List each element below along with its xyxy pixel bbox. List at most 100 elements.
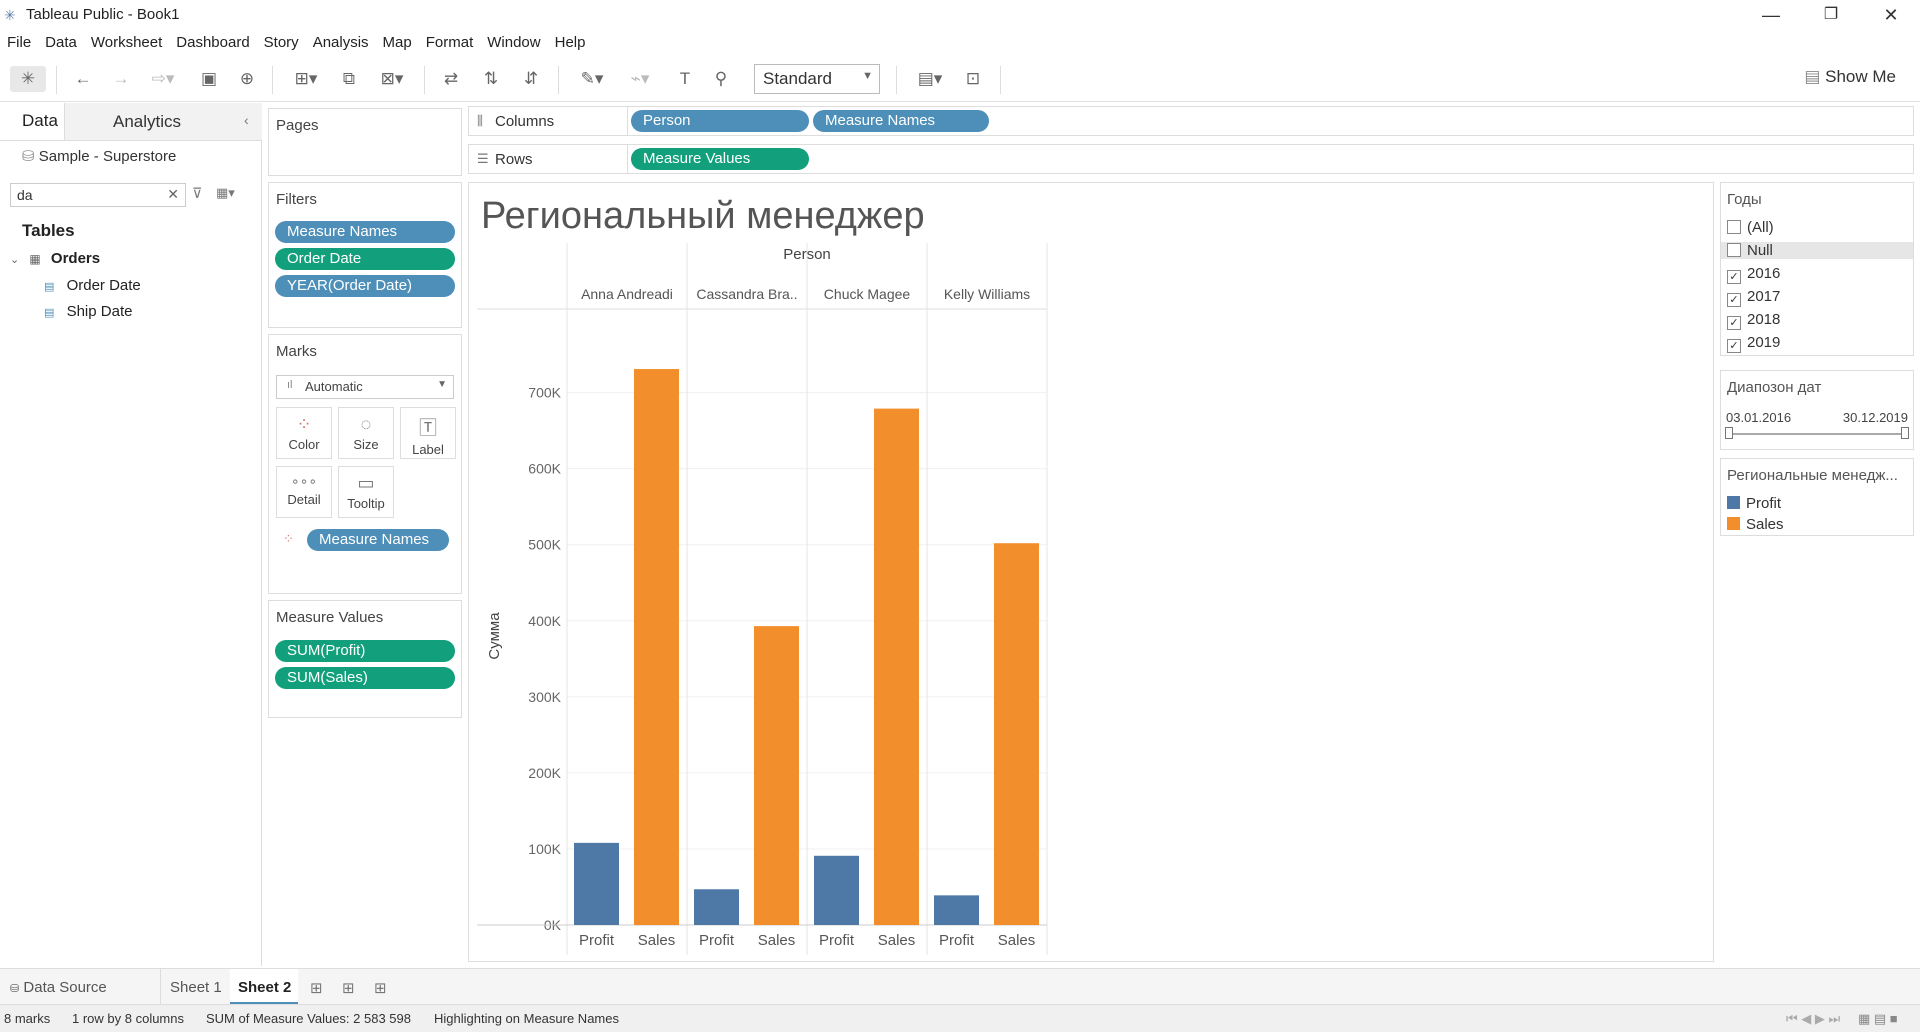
restore-button[interactable]: ❐ [1823,6,1839,23]
year-filter-item[interactable]: ✓ 2017 [1727,288,1907,307]
group-members-icon[interactable]: ⌁▾ [630,69,650,88]
rows-pill-measure-values[interactable]: Measure Values [631,148,809,170]
person-header: Anna Andreadi [581,286,673,302]
expand-icon[interactable]: ⌄ [10,254,20,266]
duplicate-sheet-icon[interactable]: ⧉ [342,69,356,88]
tooltip-button[interactable]: ▭ Tooltip [338,466,394,518]
size-icon: ◌ [360,414,372,434]
new-datasource-icon[interactable]: ⊕ [239,69,255,88]
detail-icon: ∘∘∘ [290,473,318,489]
bar-profit [574,842,619,925]
table-orders[interactable]: ⌄ ▦ Orders [10,250,100,267]
columns-shelf[interactable]: ⫼ Columns Person Measure Names [468,106,1914,136]
rows-shelf[interactable]: ☰ Rows Measure Values [468,144,1914,174]
year-filter-label: 2019 [1747,334,1781,351]
date-range-end-handle[interactable] [1901,427,1909,439]
marks-pill-measure-names[interactable]: Measure Names [307,529,449,551]
menu-dashboard[interactable]: Dashboard [176,34,250,51]
clear-sheet-icon[interactable]: ⊠▾ [380,69,404,88]
year-filter-item[interactable]: Null [1721,242,1913,259]
date-range-start-handle[interactable] [1725,427,1733,439]
detail-button[interactable]: ∘∘∘ Detail [276,466,332,518]
filter-pill-measure-names[interactable]: Measure Names [275,221,455,243]
measure-values-title: Measure Values [276,609,384,626]
measure-pill-profit[interactable]: SUM(Profit) [275,640,455,662]
fix-axes-icon[interactable]: ⚲ [714,69,728,88]
show-mark-labels-icon[interactable]: T [679,69,691,88]
pages-shelf[interactable]: Pages [268,108,462,176]
label-button[interactable]: 🅃 Label [400,407,456,459]
filter-pill-order-date[interactable]: Order Date [275,248,455,270]
menu-format[interactable]: Format [425,34,474,51]
undo-icon[interactable]: ← [74,69,92,88]
redo-icon[interactable]: → [112,69,130,88]
highlight-icon[interactable]: ✎▾ [580,69,604,88]
new-worksheet-icon[interactable]: ⊞▾ [294,69,318,88]
sheet-nav-icon[interactable]: ⏮ ◀ ▶ ⏭ [1786,1011,1841,1026]
filters-shelf[interactable]: Filters Measure Names Order Date YEAR(Or… [268,182,462,328]
year-filter-item[interactable]: ✓ 2016 [1727,265,1907,284]
menu-story[interactable]: Story [263,34,299,51]
measure-pill-sales[interactable]: SUM(Sales) [275,667,455,689]
year-filter-item[interactable]: ✓ 2019 [1727,334,1907,353]
field-order-date[interactable]: ▤ Order Date [44,277,141,294]
menu-bar: File Data Worksheet Dashboard Story Analysis M… [0,30,1920,54]
fit-select[interactable]: Standard ▼ [754,64,880,94]
new-story-icon[interactable]: ⊞ [374,980,387,997]
new-worksheet-icon[interactable]: ⊞ [310,980,323,997]
x-tick-label: Profit [699,932,735,949]
menu-help[interactable]: Help [554,34,586,51]
menu-data[interactable]: Data [45,34,77,51]
checkbox-checked-icon[interactable]: ✓ [1727,316,1741,330]
save-icon[interactable]: ▣ [200,69,218,88]
collapse-pane-icon[interactable]: ‹ [244,112,249,128]
color-button[interactable]: ⁘ Color [276,407,332,459]
datasource-icon: ⛁ [22,148,35,165]
menu-analysis[interactable]: Analysis [312,34,369,51]
presentation-mode-icon[interactable]: ⊡ [965,69,981,88]
sort-ascending-icon[interactable]: ⇅ [483,69,499,88]
tab-data[interactable]: Data [22,111,58,130]
show-me-button[interactable]: ▤ Show Me [1804,67,1896,87]
replay-icon[interactable]: ⇨▾ [151,69,175,88]
minimize-button[interactable]: — [1762,5,1780,25]
view-mode-icon[interactable]: ▦ ▤ ■ [1858,1011,1898,1026]
data-source-tab[interactable]: ⛁ Data Source [10,979,107,996]
checkbox-checked-icon[interactable]: ✓ [1727,270,1741,284]
sheet-1-tab[interactable]: Sheet 1 [170,979,222,996]
menu-window[interactable]: Window [487,34,541,51]
checkbox-checked-icon[interactable]: ✓ [1727,293,1741,307]
checkbox-checked-icon[interactable]: ✓ [1727,339,1741,353]
legend-item[interactable]: Profit [1727,495,1781,512]
checkbox-icon[interactable] [1727,243,1741,257]
columns-pill-measure-names[interactable]: Measure Names [813,110,989,132]
sheet-2-tab[interactable]: Sheet 2 [238,979,292,996]
clear-search-icon[interactable]: ✕ [167,186,179,202]
y-tick-label: 200K [528,765,561,781]
view-options-icon[interactable]: ▦▾ [216,185,235,200]
swap-rows-columns-icon[interactable]: ⇄ [443,69,459,88]
mark-type-select[interactable]: ıl Automatic ▼ [276,375,454,399]
bar-sales [634,369,679,925]
menu-worksheet[interactable]: Worksheet [90,34,163,51]
field-search-input[interactable]: da ✕ [10,183,186,207]
datasource-item[interactable]: ⛁ Sample - Superstore [22,147,176,165]
checkbox-icon[interactable] [1727,220,1741,234]
sort-descending-icon[interactable]: ⇵ [523,69,539,88]
size-button[interactable]: ◌ Size [338,407,394,459]
field-ship-date[interactable]: ▤ Ship Date [44,303,132,320]
mark-type-value: Automatic [305,379,363,394]
close-window-button[interactable]: ✕ [1883,5,1899,25]
menu-file[interactable]: File [7,34,32,51]
new-dashboard-icon[interactable]: ⊞ [342,980,355,997]
tableau-start-icon[interactable]: ✳ [10,66,46,92]
tab-analytics[interactable]: Analytics [113,112,182,131]
show-cards-icon[interactable]: ▤▾ [917,69,943,88]
menu-map[interactable]: Map [382,34,412,51]
filter-pill-year-order-date[interactable]: YEAR(Order Date) [275,275,455,297]
year-filter-item[interactable]: ✓ 2018 [1727,311,1907,330]
filter-icon[interactable]: ⊽ [192,185,203,201]
columns-pill-person[interactable]: Person [631,110,809,132]
year-filter-item[interactable]: (All) [1727,219,1907,236]
legend-item[interactable]: Sales [1727,516,1784,533]
